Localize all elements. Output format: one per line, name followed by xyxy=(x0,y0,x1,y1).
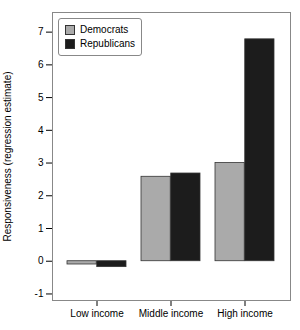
svg-text:-1: -1 xyxy=(35,288,44,299)
html-text:Democrats: Democrats xyxy=(80,24,129,35)
svg-text:1: 1 xyxy=(38,223,44,234)
svg-text:Low income: Low income xyxy=(70,308,124,319)
svg-text:3: 3 xyxy=(38,157,44,168)
html-text:Republicans: Republicans xyxy=(80,38,135,49)
svg-text:7: 7 xyxy=(38,26,44,37)
svg-text:Responsiveness (regression est: Responsiveness (regression estimate) xyxy=(2,71,13,241)
svg-text:Middle income: Middle income xyxy=(139,308,204,319)
svg-text:5: 5 xyxy=(38,92,44,103)
svg-text:6: 6 xyxy=(38,59,44,70)
svg-text:High income: High income xyxy=(217,308,273,319)
svg-text:0: 0 xyxy=(38,255,44,266)
svg-text:4: 4 xyxy=(38,125,44,136)
svg-text:2: 2 xyxy=(38,190,44,201)
